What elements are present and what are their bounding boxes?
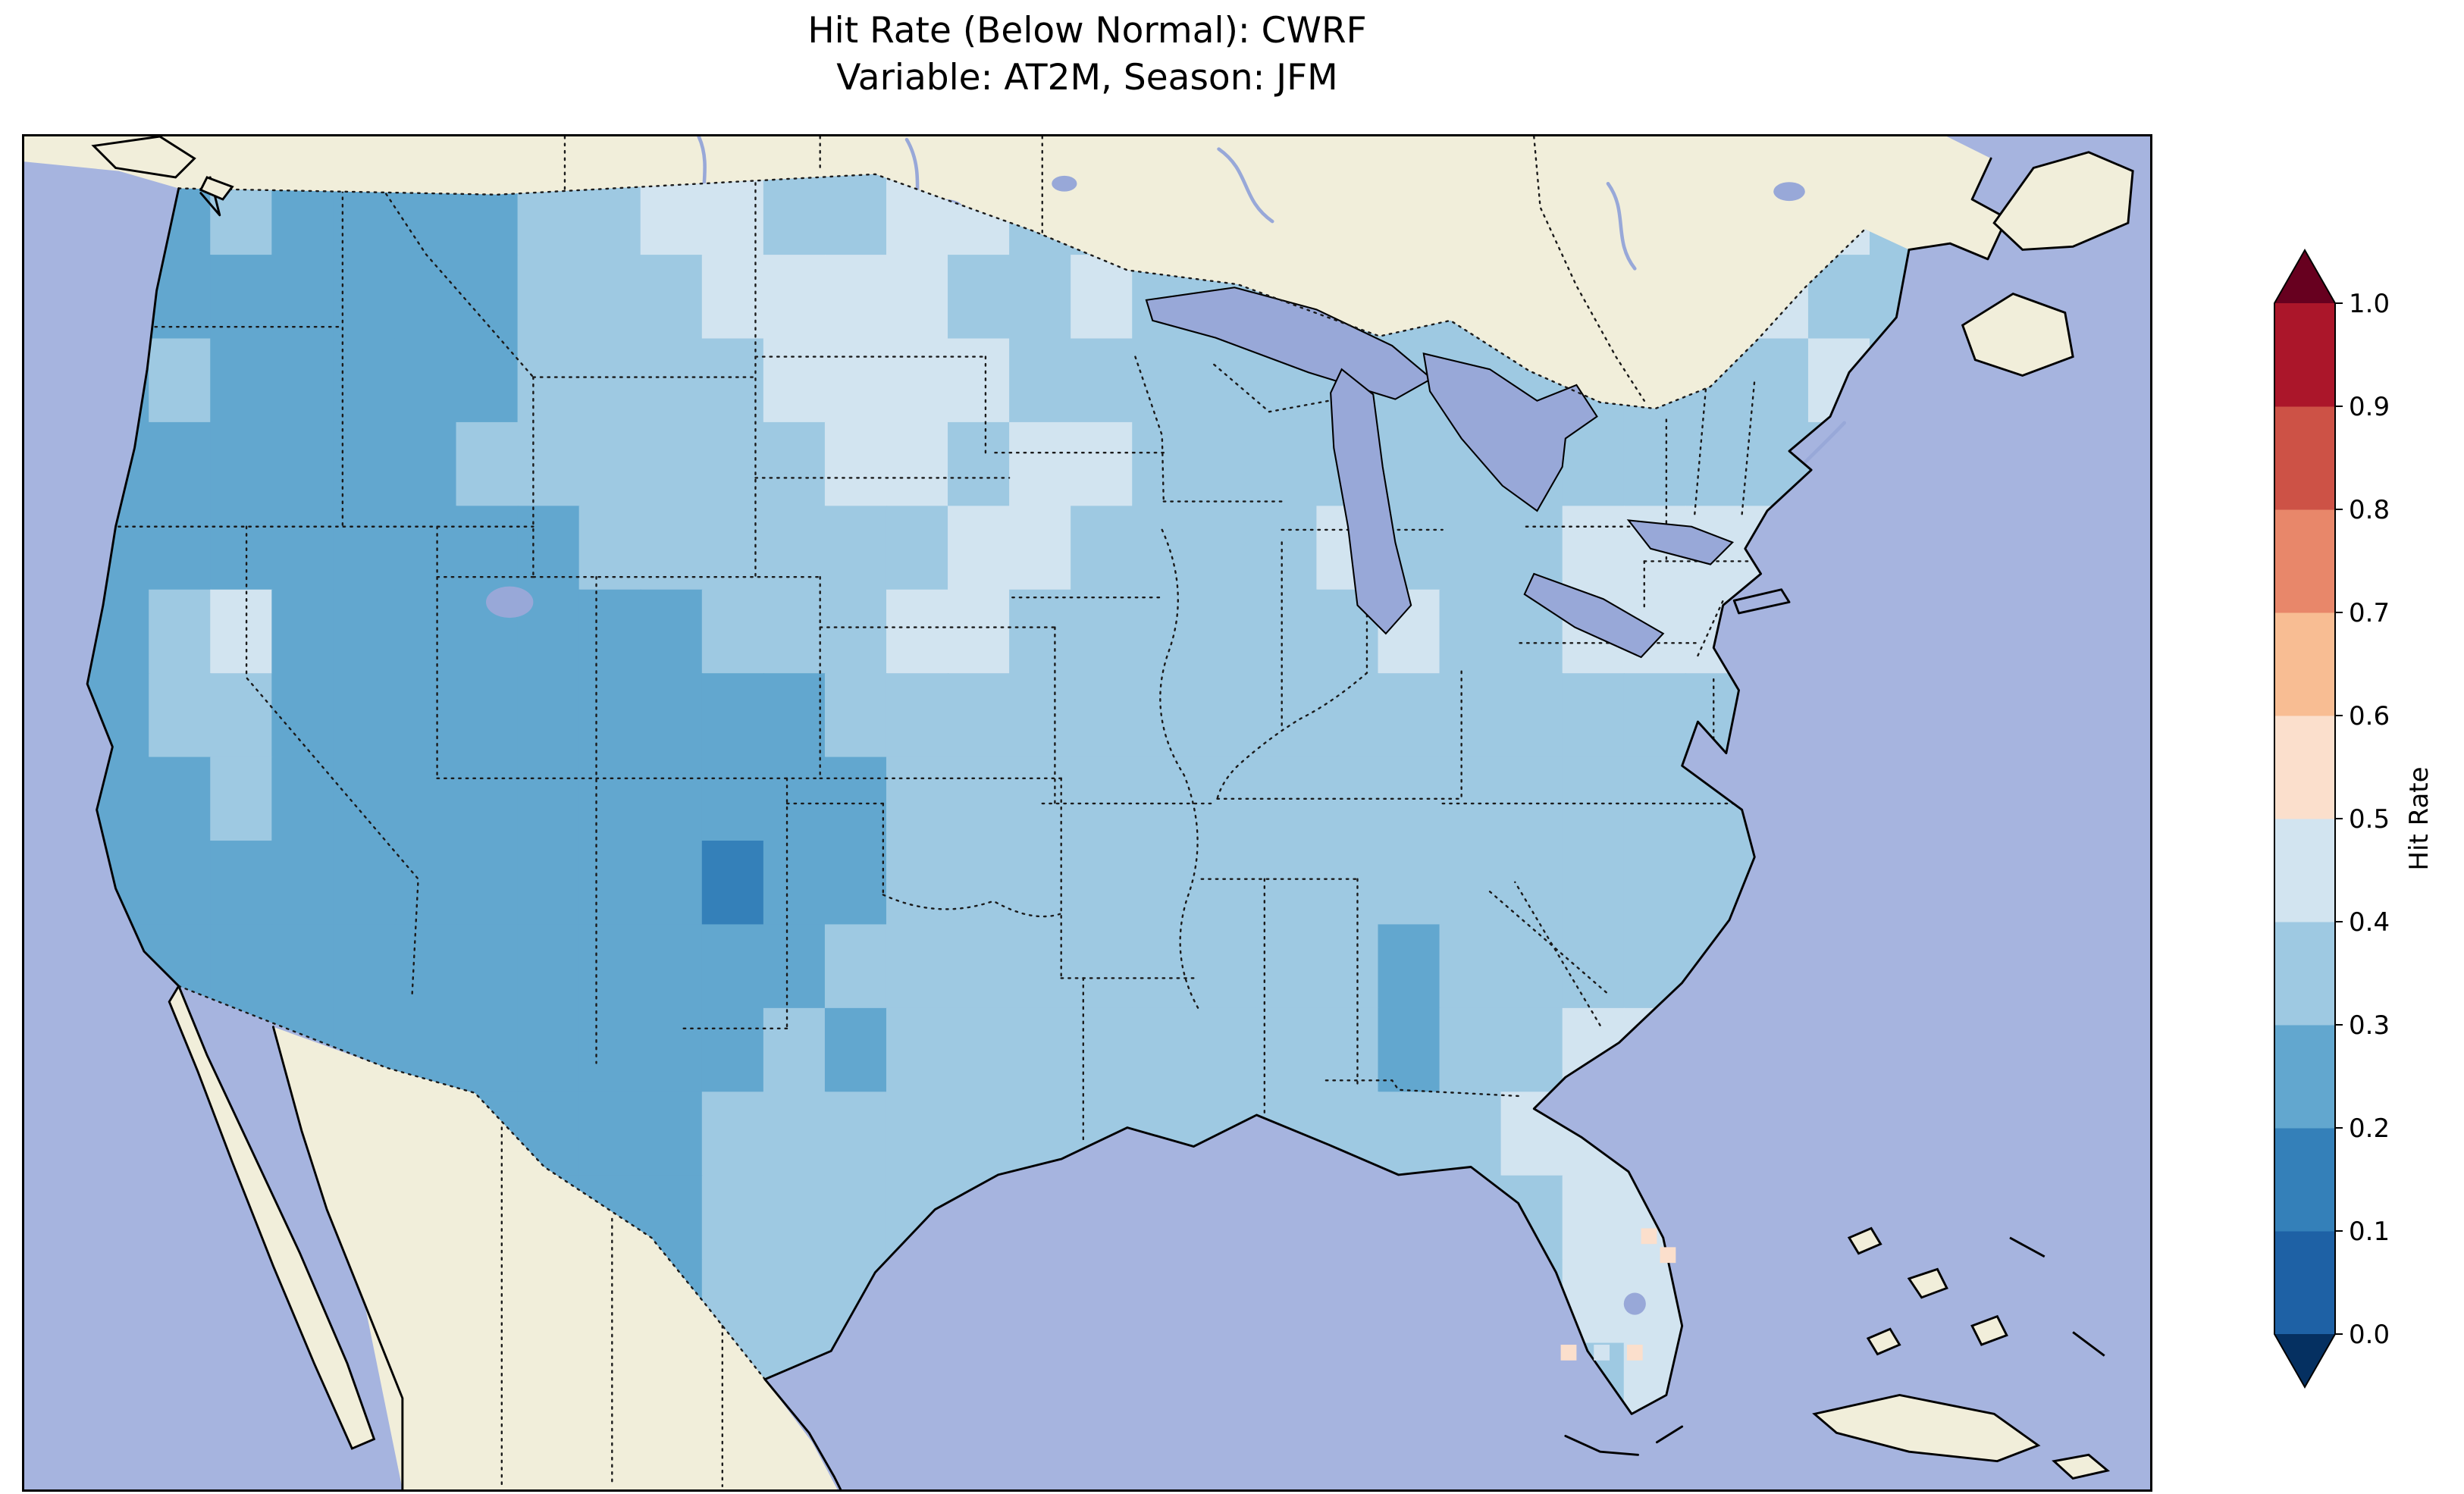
colorbar-tick-label: 0.3 [2349,1010,2390,1041]
baja-california [168,983,376,1450]
us-canada-border [177,173,1866,410]
colorbar-ticks: 0.0 0.1 0.2 0.3 0.4 0.5 0.6 0.7 0.8 0.9 1.0 [2335,289,2390,1350]
coastlines [86,157,2008,1489]
lake-huron [1422,352,1598,512]
colorbar-tick-label: 0.1 [2349,1217,2390,1247]
canada-land [24,136,2007,409]
colorbar-tick-label: 0.2 [2349,1113,2390,1144]
province-borders [500,136,1645,1488]
map-svg [24,136,2150,1489]
colorbar-svg: 0.0 0.1 0.2 0.3 0.4 0.5 0.6 0.7 0.8 0.9 1.0 Hit Ra… [2274,248,2434,1389]
florida-keys [1564,1425,1684,1456]
lake-ontario [1626,519,1735,565]
us-gulf-atlantic-coast [763,248,1911,1415]
great-salt-lake [486,586,534,619]
colorbar: 0.0 0.1 0.2 0.3 0.4 0.5 0.6 0.7 0.8 0.9 1.0 Hit Ra… [2267,243,2464,1425]
colorbar-axis-label: Hit Rate [2404,766,2434,870]
colorbar-tick-label: 0.8 [2349,495,2390,525]
colorbar-tick-label: 0.7 [2349,598,2390,628]
lake-michigan [1330,368,1412,635]
colorbar-tick-label: 0.9 [2349,392,2390,422]
newfoundland [1992,151,2134,251]
bahamas [1847,1226,2008,1356]
isolated-grid-cells [1560,1228,1676,1361]
colorbar-over-arrow [2274,250,2335,303]
lake-erie [1523,572,1665,659]
great-lakes [1145,287,1735,659]
colorbar-under-arrow [2274,1334,2335,1387]
lake-okeechobee [1623,1292,1646,1315]
canada-atlantic-coast [1908,157,2008,261]
colorbar-tick-label: 0.5 [2349,804,2390,835]
colorbar-tick-label: 1.0 [2349,289,2390,319]
colorbar-body [2274,248,2336,1389]
long-island [1732,588,1791,615]
colorbar-tick-label: 0.6 [2349,701,2390,731]
mexico-mainland [273,1026,838,1489]
country-borders [177,173,1866,1380]
figure-title-line2: Variable: AT2M, Season: JFM [836,57,1338,99]
cuba [1812,1393,2041,1463]
nova-scotia [1961,292,2074,377]
mexico-gulf-coast [763,1378,842,1489]
colorbar-tick-label: 0.0 [2349,1320,2390,1350]
mexico-pacific-coast [271,1026,404,1489]
colorbar-tick-label: 0.4 [2349,907,2390,938]
us-pacific-coast [86,187,180,988]
islands [91,136,2134,1480]
figure-title: Hit Rate (Below Normal): CWRF Variable: … [22,8,2152,102]
us-mexico-border [177,985,766,1380]
map-panel [22,134,2152,1492]
vancouver-island [91,136,196,179]
figure-title-line1: Hit Rate (Below Normal): CWRF [807,10,1367,52]
